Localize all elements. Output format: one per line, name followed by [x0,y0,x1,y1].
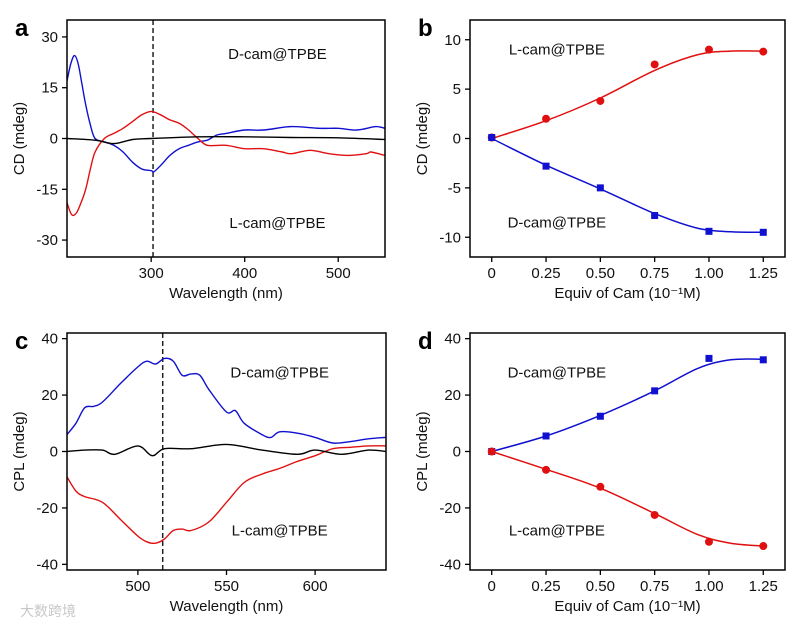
data-point [542,465,551,474]
panel-label: c [15,328,28,355]
x-tick-label: 1.25 [749,265,778,282]
plot-frame [66,332,387,571]
series-annotation: L-cam@TPBE [229,215,325,232]
y-tick-label: 40 [41,331,58,348]
data-point [596,184,604,192]
series-annotation: L-cam@TPBE [509,523,605,540]
y-tick-label: -20 [439,500,461,517]
series-line-TPBE [67,443,386,457]
series-annotation: D-cam@TPBE [230,365,329,382]
x-tick-label: 0.50 [586,265,615,282]
y-tick-label: -5 [448,180,461,197]
panel-label: b [418,15,433,42]
series-annotation: L-cam@TPBE [232,523,328,540]
y-tick-label: -20 [36,500,58,517]
series-line-TPBE [67,135,385,145]
panel-d: d 0 0.25 0.50 0.75 1.00 1.25 40 20 0 -20 -40 Equiv o… [414,328,786,615]
series-line-D-cam@TPBE [67,54,385,173]
x-tick-label: 1.00 [694,265,723,282]
series-line-D-cam@TPBE [67,357,386,444]
fit-curve-L-cam@TPBE [491,50,764,140]
data-point [759,228,767,236]
data-point [759,47,768,56]
series-line-L-cam@TPBE [67,445,386,545]
x-tick-label: 0.25 [531,265,560,282]
panel-c: c 500 550 600 40 20 0 -20 -40 Wavelength (nm) CPL … [11,328,387,615]
x-tick-label: 1.25 [749,578,778,595]
y-tick-label: -40 [439,556,461,573]
data-point [488,134,496,142]
y-tick-label: 0 [453,444,461,461]
y-tick-label: 30 [41,29,58,46]
data-point [596,412,604,420]
data-point [704,45,713,54]
data-point [704,537,713,546]
x-tick-label: 0 [488,578,496,595]
panel-label: a [15,15,29,42]
y-axis-label: CPL (mdeg) [11,411,28,491]
data-point [596,96,605,105]
y-tick-label: -15 [36,181,58,198]
data-point [650,510,659,519]
x-axis-label: Wavelength (nm) [169,285,283,302]
panel-b: b 0 0.25 0.50 0.75 1.00 1.25 10 5 0 -5 -10 Equiv of … [414,15,786,302]
data-point [759,356,767,364]
y-tick-label: -40 [36,556,58,573]
series-annotation: L-cam@TPBE [509,42,605,59]
x-tick-label: 300 [139,265,164,282]
y-tick-label: 20 [41,387,58,404]
x-axis-label: Equiv of Cam (10⁻¹M) [554,598,700,615]
y-tick-label: 0 [50,131,58,148]
x-tick-label: 500 [125,578,150,595]
data-point [705,354,713,362]
x-axis-label: Equiv of Cam (10⁻¹M) [554,285,700,302]
data-point [651,387,659,395]
series-annotation: D-cam@TPBE [228,46,327,63]
x-tick-label: 400 [232,265,257,282]
y-tick-label: 10 [444,32,461,49]
x-tick-label: 0.50 [586,578,615,595]
data-point [542,432,550,440]
y-tick-label: -10 [439,229,461,246]
x-tick-label: 0.75 [640,578,669,595]
data-point [542,162,550,170]
data-point [487,447,496,456]
x-tick-label: 0 [488,265,496,282]
y-tick-label: 0 [453,131,461,148]
data-point [542,114,551,123]
data-point [650,60,659,69]
series-annotation: D-cam@TPBE [508,214,607,231]
data-point [651,212,659,220]
x-tick-label: 500 [326,265,351,282]
y-axis-label: CPL (mdeg) [414,411,431,491]
y-tick-label: 15 [41,80,58,97]
y-axis-label: CD (mdeg) [414,102,431,175]
y-tick-label: 0 [50,444,58,461]
data-point [596,482,605,491]
y-tick-label: -30 [36,232,58,249]
panel-a: a 300 400 500 30 15 0 -15 -30 Wavelength (nm) CD (… [11,15,386,302]
y-axis-label: CD (mdeg) [11,102,28,175]
x-tick-label: 1.00 [694,578,723,595]
y-tick-label: 5 [453,81,461,98]
data-point [759,542,768,551]
x-tick-label: 0.75 [640,265,669,282]
x-tick-label: 0.25 [531,578,560,595]
y-tick-label: 20 [444,387,461,404]
x-tick-label: 550 [214,578,239,595]
panel-label: d [418,328,433,355]
series-annotation: D-cam@TPBE [508,365,607,382]
x-tick-label: 600 [303,578,328,595]
x-axis-label: Wavelength (nm) [170,598,284,615]
series-line-L-cam@TPBE [67,110,385,217]
plot-frame [66,19,386,258]
data-point [705,227,713,235]
watermark: 大数跨境 [20,603,76,619]
y-tick-label: 40 [444,331,461,348]
